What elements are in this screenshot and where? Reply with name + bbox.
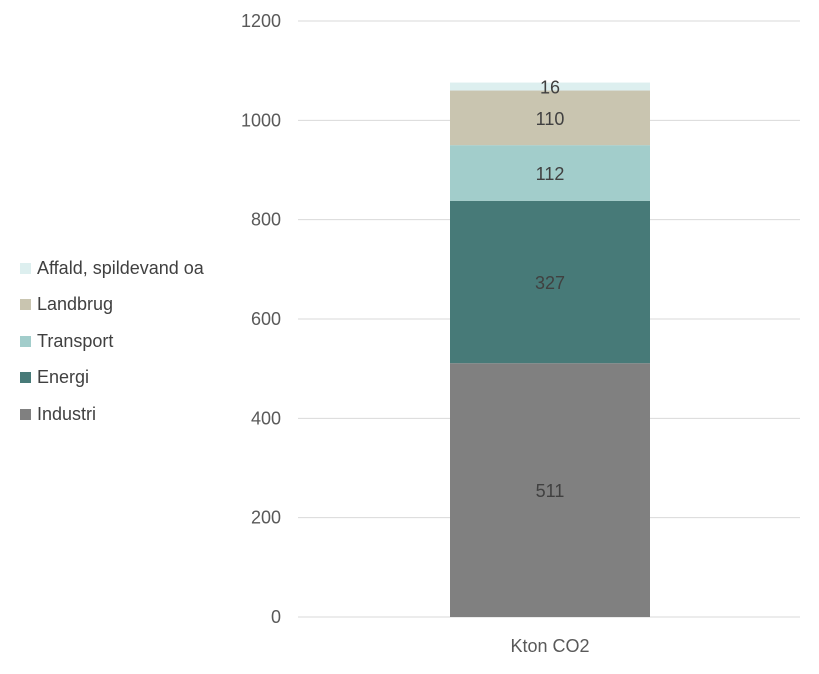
x-category-label: Kton CO2 <box>510 636 589 656</box>
legend-label: Energi <box>37 367 90 388</box>
legend-item: Industri <box>20 396 230 433</box>
data-label: 327 <box>535 273 565 293</box>
legend: Affald, spildevand oa Landbrug Transport En… <box>20 250 230 433</box>
legend-swatch <box>20 408 31 420</box>
legend-swatch <box>20 299 31 311</box>
legend-swatch <box>20 372 31 384</box>
bar-segment-affald-spildevand-oa <box>450 82 650 91</box>
bar-segment-landbrug <box>450 90 650 146</box>
data-labels: 511 327 112 110 16 <box>535 78 565 502</box>
y-tick-label: 800 <box>251 210 281 230</box>
data-label: 16 <box>540 78 560 98</box>
data-label: 112 <box>536 164 565 184</box>
bar-segments <box>450 82 650 617</box>
legend-label: Landbrug <box>37 294 114 315</box>
legend-item: Landbrug <box>20 287 230 324</box>
legend-item: Energi <box>20 360 230 397</box>
legend-swatch <box>20 262 31 274</box>
data-label: 511 <box>536 481 565 501</box>
legend-item: Transport <box>20 323 230 360</box>
legend-label: Industri <box>37 403 97 424</box>
y-axis-tick-labels: 0 200 400 600 800 1000 1200 <box>241 11 281 627</box>
bar-segment-energi <box>450 200 650 364</box>
y-tick-label: 0 <box>271 607 281 627</box>
legend-label: Affald, spildevand oa <box>37 257 204 278</box>
data-label: 110 <box>536 109 565 129</box>
legend-label: Transport <box>37 330 114 351</box>
legend-swatch <box>20 335 31 347</box>
bar-segment-industri <box>450 363 650 617</box>
legend-item: Affald, spildevand oa <box>20 250 230 287</box>
y-tick-label: 1200 <box>241 11 281 31</box>
x-axis-category-labels: Kton CO2 <box>510 636 589 656</box>
y-tick-label: 600 <box>251 309 281 329</box>
bar-segment-transport <box>450 145 650 201</box>
y-tick-label: 200 <box>251 508 281 528</box>
y-tick-label: 1000 <box>241 110 281 130</box>
y-tick-label: 400 <box>251 408 281 428</box>
